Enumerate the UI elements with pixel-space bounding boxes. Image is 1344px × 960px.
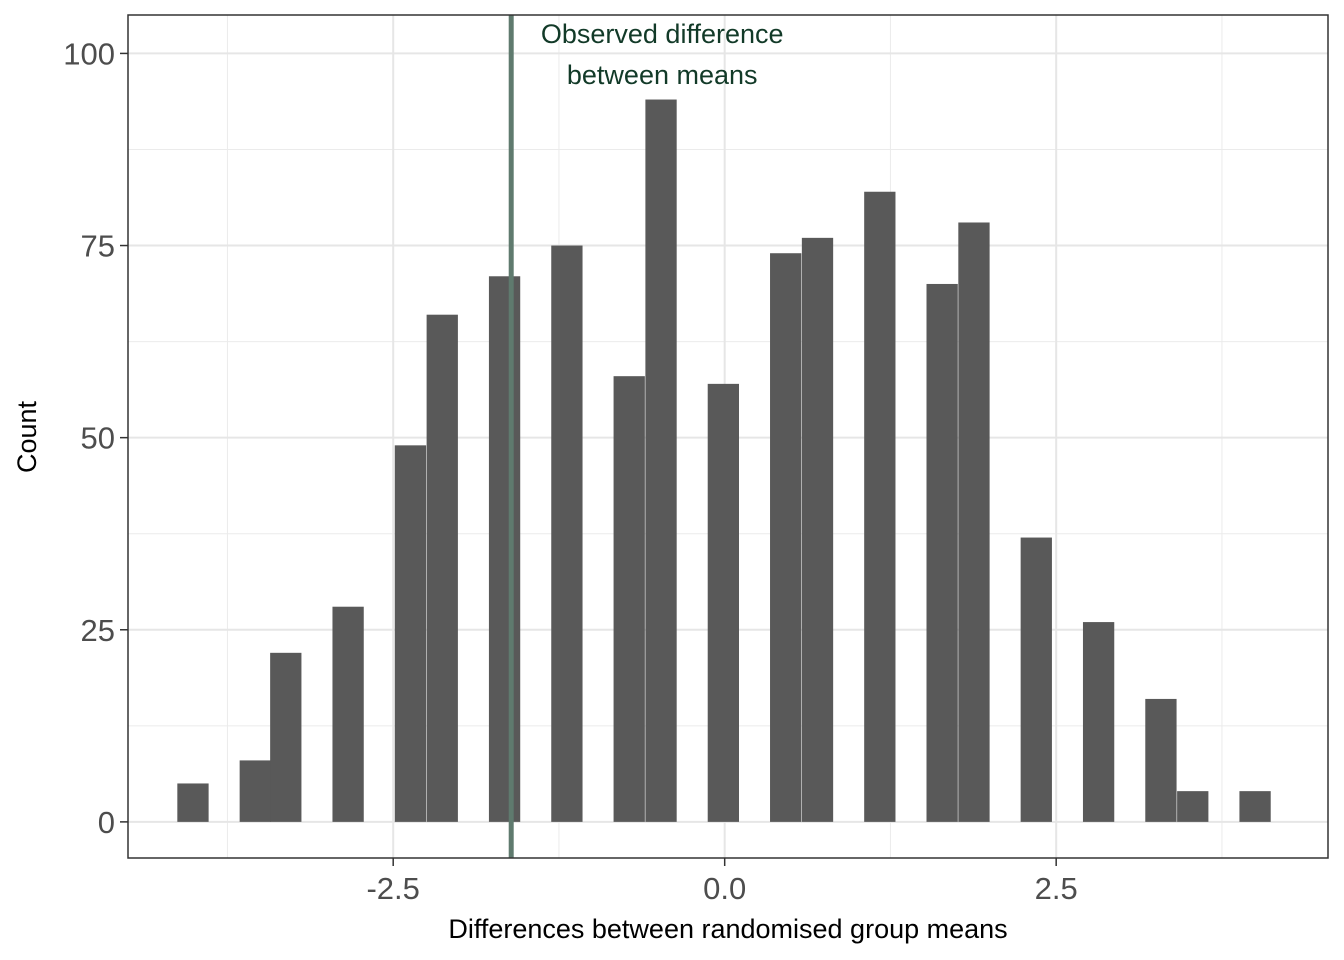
y-tick-label: 0 xyxy=(98,805,115,840)
histogram-bar xyxy=(801,237,834,822)
histogram-bar xyxy=(958,222,990,822)
histogram-bars xyxy=(177,99,1271,822)
observed-difference-label-line2: between means xyxy=(567,60,758,90)
y-tick-label: 50 xyxy=(81,421,115,456)
y-tick-label: 25 xyxy=(81,613,115,648)
histogram-bar xyxy=(1020,537,1052,822)
histogram-bar xyxy=(770,253,802,822)
histogram-bar xyxy=(613,376,645,822)
x-axis-title: Differences between randomised group mea… xyxy=(448,914,1007,944)
histogram-bar xyxy=(488,276,521,822)
y-tick-label: 75 xyxy=(81,229,115,264)
y-axis-title: Count xyxy=(12,400,42,473)
panel-border xyxy=(127,14,1329,859)
histogram-bar xyxy=(239,760,271,822)
y-axis: 0 25 50 75 100 xyxy=(63,36,128,840)
histogram-bar xyxy=(426,314,458,822)
histogram-bar xyxy=(1239,791,1271,822)
histogram-bar xyxy=(645,99,677,822)
histogram-bar xyxy=(394,445,427,822)
x-tick-label: -2.5 xyxy=(366,871,419,906)
histogram-bar xyxy=(1145,698,1177,822)
histogram-bar xyxy=(926,283,958,822)
histogram-bar xyxy=(707,383,740,822)
observed-difference-label-line1: Observed difference xyxy=(541,19,784,49)
histogram-bar xyxy=(177,783,209,822)
x-tick-label: 2.5 xyxy=(1035,871,1078,906)
x-axis: -2.5 0.0 2.5 xyxy=(366,858,1078,906)
histogram-bar xyxy=(270,652,302,822)
histogram-bar xyxy=(1082,622,1115,822)
histogram-bar xyxy=(1177,791,1209,822)
histogram-bar xyxy=(332,606,364,822)
x-tick-label: 0.0 xyxy=(703,871,746,906)
histogram-bar xyxy=(864,191,896,822)
y-tick-label: 100 xyxy=(63,36,115,71)
histogram-bar xyxy=(551,245,583,822)
